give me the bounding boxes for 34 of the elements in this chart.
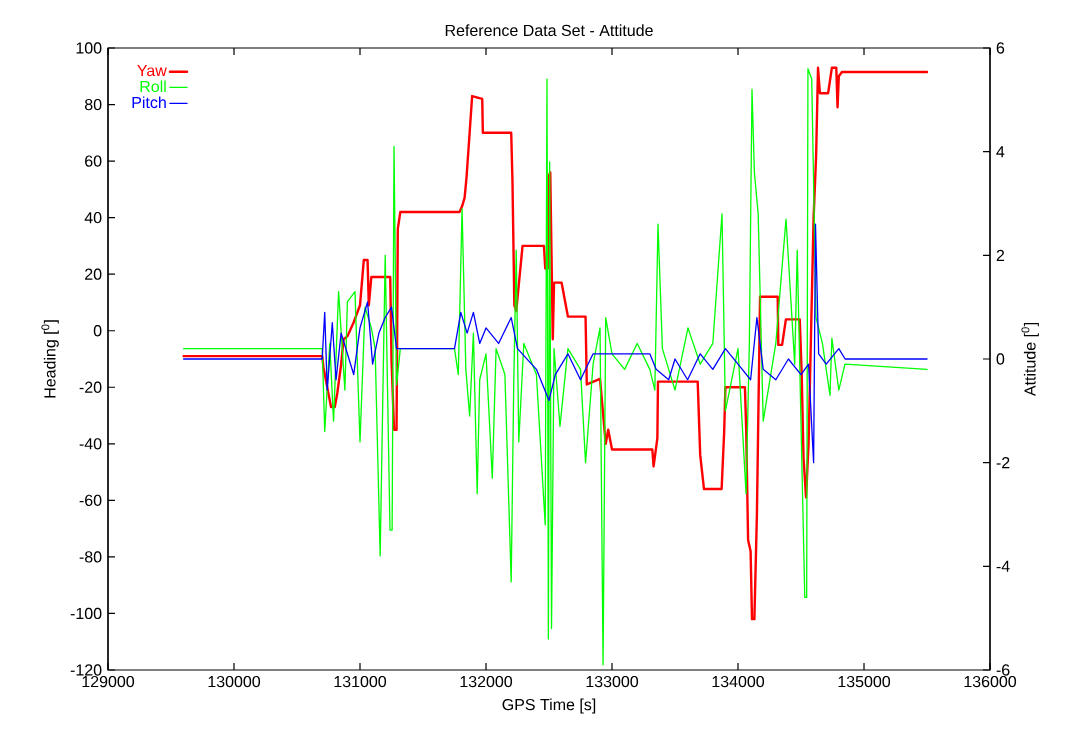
x-tick-label: 136000 — [964, 675, 1017, 688]
y-tick-label: -40 — [79, 438, 102, 450]
x-tick-label: 133000 — [586, 675, 639, 688]
y-tick-label: 60 — [85, 155, 102, 167]
y2-tick-label: -6 — [996, 664, 1010, 676]
x-tick-label: 129000 — [82, 675, 135, 688]
x-axis-title: GPS Time [s] — [502, 698, 596, 714]
y2-axis-title: Attitude [$^{0}$] — [1021, 322, 1039, 397]
x-tick-label: 135000 — [838, 675, 891, 688]
x-tick-label: 132000 — [460, 675, 513, 688]
y-tick-label: -20 — [79, 381, 102, 393]
y-tick-label: -80 — [79, 551, 102, 563]
x-tick-label: 134000 — [712, 675, 765, 688]
y2-tick-label: 4 — [996, 146, 1005, 158]
chart-title: Reference Data Set - Attitude — [445, 24, 653, 37]
y2-tick-label: -4 — [996, 560, 1010, 572]
y2-tick-label: 6 — [996, 42, 1005, 54]
legend-label: Yaw — [137, 65, 167, 77]
y-tick-label: 100 — [76, 42, 102, 54]
y-axis-title: Heading [$^{0}$] — [41, 320, 59, 398]
x-tick-label: 131000 — [334, 675, 387, 688]
legend-label: Pitch — [132, 96, 166, 109]
y2-tick-label: 2 — [996, 249, 1005, 261]
y-tick-label: -120 — [70, 664, 102, 676]
y-tick-label: 0 — [93, 325, 102, 337]
legend-label: Roll — [140, 80, 166, 93]
y-tick-label: 80 — [84, 98, 102, 111]
y-tick-label: 20 — [85, 268, 102, 280]
x-tick-label: 130000 — [208, 675, 261, 688]
y-tick-label: 40 — [84, 211, 102, 224]
y2-tick-label: -2 — [996, 457, 1010, 469]
y-tick-label: -100 — [70, 607, 102, 620]
y-tick-label: -60 — [79, 494, 102, 507]
y2-tick-label: 0 — [996, 353, 1005, 365]
